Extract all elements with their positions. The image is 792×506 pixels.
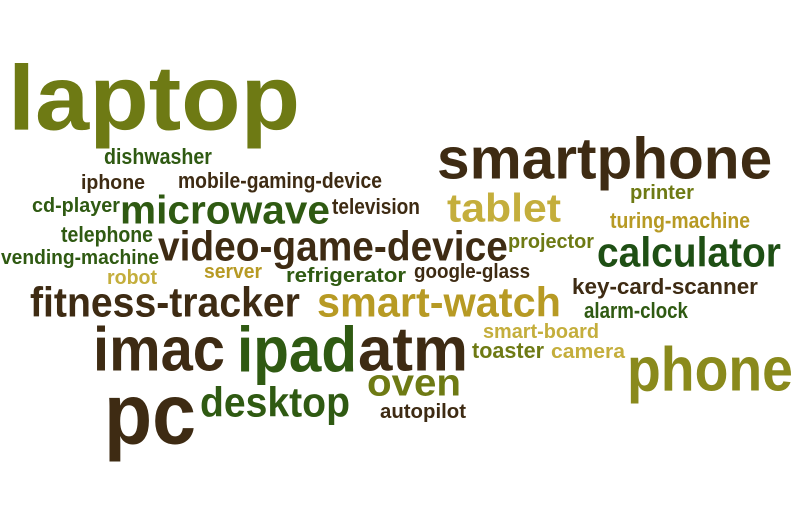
word-video-game-device: video-game-device [158, 223, 508, 270]
word-telephone: telephone [61, 222, 154, 247]
word-google-glass: google-glass [414, 261, 531, 283]
word-projector: projector [508, 231, 595, 253]
word-desktop: desktop [200, 379, 350, 426]
word-tablet: tablet [447, 185, 562, 230]
word-fitness-tracker: fitness-tracker [30, 279, 300, 326]
word-phone: phone [627, 334, 792, 404]
word-smart-board: smart-board [483, 321, 600, 343]
word-toaster: toaster [472, 338, 545, 363]
word-printer: printer [630, 182, 694, 204]
word-iphone: iphone [81, 172, 146, 194]
word-turing-machine: turing-machine [610, 208, 751, 233]
word-alarm-clock: alarm-clock [584, 298, 688, 323]
word-imac: imac [93, 314, 226, 384]
word-smart-watch: smart-watch [317, 279, 561, 326]
word-cd-player: cd-player [32, 195, 120, 217]
word-calculator: calculator [597, 229, 781, 276]
word-server: server [204, 261, 263, 283]
word-camera: camera [551, 341, 626, 363]
word-smartphone: smartphone [437, 126, 773, 191]
word-dishwasher: dishwasher [104, 144, 212, 169]
word-vending-machine: vending-machine [1, 247, 160, 269]
word-microwave: microwave [120, 187, 330, 232]
word-mobile-gaming-device: mobile-gaming-device [178, 168, 382, 193]
word-refrigerator: refrigerator [286, 265, 406, 287]
word-pc: pc [104, 367, 197, 463]
word-robot: robot [107, 267, 158, 289]
word-laptop: laptop [8, 46, 301, 150]
word-ipad: ipad [237, 314, 357, 386]
word-television: television [332, 194, 420, 219]
word-key-card-scanner: key-card-scanner [572, 274, 758, 299]
word-autopilot: autopilot [380, 401, 466, 423]
word-atm: atm [358, 314, 469, 384]
word-oven: oven [367, 362, 462, 404]
